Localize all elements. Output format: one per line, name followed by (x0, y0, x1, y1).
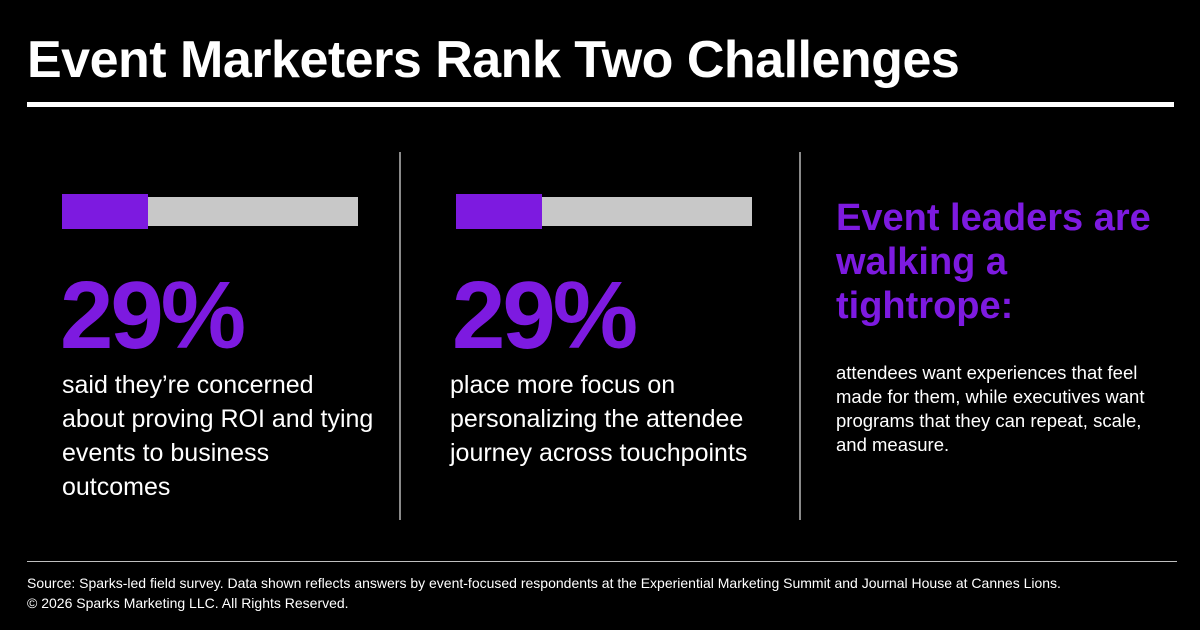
stat-1-progress-bar (62, 194, 358, 229)
stat-1-description: said they’re concerned about proving ROI… (62, 371, 374, 501)
column-divider-1 (399, 152, 401, 520)
footer-divider (27, 561, 1177, 562)
stat-2-value: 29% (452, 262, 638, 369)
insight-body: attendees want experiences that feel mad… (836, 362, 1145, 455)
footer-copyright: © 2026 Sparks Marketing LLC. All Rights … (27, 595, 349, 611)
column-divider-2 (799, 152, 801, 520)
stat-2-progress-bar (456, 194, 752, 229)
insight-headline: Event leaders are walking a tightrope: (836, 197, 1151, 327)
title-underline (27, 102, 1174, 107)
stat-2-progress-fill (456, 194, 542, 229)
footer-source: Source: Sparks-led field survey. Data sh… (27, 575, 1061, 591)
page-title: Event Marketers Rank Two Challenges (27, 31, 960, 89)
stat-2-description: place more focus on personalizing the at… (450, 371, 748, 467)
stat-1-progress-fill (62, 194, 148, 229)
footer: Source: Sparks-led field survey. Data sh… (27, 573, 1061, 613)
stat-1-value: 29% (60, 262, 246, 369)
